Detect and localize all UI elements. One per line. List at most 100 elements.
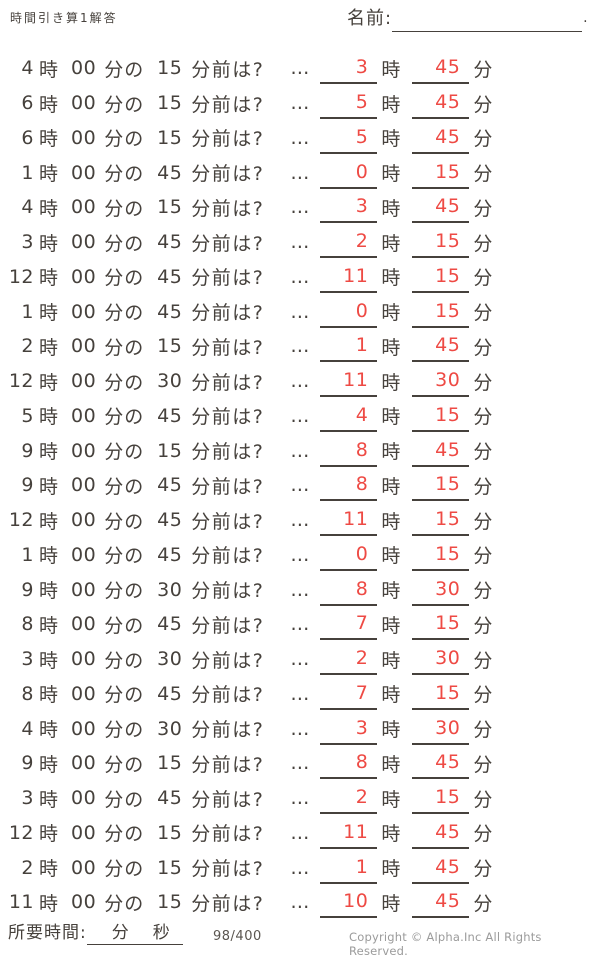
minute-unit-label: 分 xyxy=(473,93,493,116)
answer-hour-blank[interactable]: 8 xyxy=(320,574,378,606)
problem-row: 6 時 00 分の 15 分前は? … 5 時 45 分 xyxy=(0,121,600,156)
answer-minute-blank[interactable]: 15 xyxy=(412,296,470,328)
answer-hour-blank[interactable]: 11 xyxy=(320,261,378,293)
minute-unit-label: 分 xyxy=(473,232,493,255)
answer-hour-blank[interactable]: 11 xyxy=(320,504,378,537)
minute-unit-label: 分 xyxy=(111,923,129,943)
answer-hour-blank[interactable]: 8 xyxy=(320,747,378,780)
answer-hour-blank[interactable]: 0 xyxy=(320,539,378,571)
problem-row: 4 時 00 分の 15 分前は? … 3 時 45 分 xyxy=(0,51,600,86)
hour-unit-label: 時 xyxy=(381,788,401,811)
minute-of-label: 分の xyxy=(104,197,145,220)
question-hour: 2 xyxy=(21,335,34,358)
subtrahend-minutes: 15 xyxy=(157,57,183,80)
answer-hour-blank[interactable]: 2 xyxy=(320,226,378,259)
answer-minute-blank[interactable]: 45 xyxy=(412,435,470,467)
ellipsis: … xyxy=(290,717,311,740)
minute-of-label: 分の xyxy=(104,406,145,429)
question-minutes: 00 xyxy=(71,161,97,184)
answer-minute-blank[interactable]: 45 xyxy=(412,52,470,85)
answer-minute-blank[interactable]: 45 xyxy=(412,747,470,780)
answer-minute-blank[interactable]: 30 xyxy=(412,713,470,745)
minute-unit-label: 分 xyxy=(473,580,493,603)
answer-hour-blank[interactable]: 5 xyxy=(320,87,378,120)
answer-minute-blank[interactable]: 15 xyxy=(412,678,470,710)
ellipsis: … xyxy=(290,509,311,532)
ellipsis: … xyxy=(290,752,311,775)
ellipsis: … xyxy=(290,161,311,184)
answer-hour-blank[interactable]: 2 xyxy=(320,643,378,676)
answer-minute-blank[interactable]: 15 xyxy=(412,782,470,815)
problem-row: 1 時 00 分の 45 分前は? … 0 時 15 分 xyxy=(0,538,600,573)
hour-unit-label: 時 xyxy=(39,684,59,707)
problem-row: 9 時 00 分の 30 分前は? … 8 時 30 分 xyxy=(0,572,600,607)
answer-hour-blank[interactable]: 7 xyxy=(320,678,378,710)
question-minutes: 00 xyxy=(71,231,97,254)
answer-hour-blank[interactable]: 3 xyxy=(320,52,378,85)
answer-minute-blank[interactable]: 15 xyxy=(412,400,470,432)
answer-minute-blank[interactable]: 30 xyxy=(412,643,470,676)
answer-hour-blank[interactable]: 8 xyxy=(320,469,378,502)
question-hour: 4 xyxy=(21,57,34,80)
answer-minute-blank[interactable]: 15 xyxy=(412,469,470,502)
hour-unit-label: 時 xyxy=(39,649,59,672)
answer-hour-blank[interactable]: 5 xyxy=(320,122,378,154)
minutes-before-question-label: 分前は? xyxy=(191,267,265,290)
hour-unit-label: 時 xyxy=(39,336,59,359)
answer-minute-blank[interactable]: 30 xyxy=(412,574,470,606)
elapsed-time-input-line[interactable]: 分秒 xyxy=(86,921,183,945)
question-hour: 1 xyxy=(21,161,34,184)
subtrahend-minutes: 15 xyxy=(157,196,183,219)
hour-unit-label: 時 xyxy=(381,649,401,672)
hour-unit-label: 時 xyxy=(39,197,59,220)
minute-unit-label: 分 xyxy=(473,892,493,915)
hour-unit-label: 時 xyxy=(39,823,59,846)
answer-hour-blank[interactable]: 3 xyxy=(320,713,378,745)
answer-minute-blank[interactable]: 45 xyxy=(412,191,470,224)
subtrahend-minutes: 15 xyxy=(157,335,183,358)
answer-hour-blank[interactable]: 4 xyxy=(320,400,378,432)
answer-hour-blank[interactable]: 0 xyxy=(320,157,378,189)
hour-unit-label: 時 xyxy=(39,267,59,290)
answer-hour-blank[interactable]: 3 xyxy=(320,191,378,224)
answer-hour-blank[interactable]: 11 xyxy=(320,365,378,398)
answer-minute-blank[interactable]: 45 xyxy=(412,817,470,849)
answer-minute-blank[interactable]: 15 xyxy=(412,608,470,641)
question-minutes: 00 xyxy=(71,821,97,844)
answer-minute-blank[interactable]: 15 xyxy=(412,226,470,259)
problem-row: 1 時 00 分の 45 分前は? … 0 時 15 分 xyxy=(0,294,600,329)
subtrahend-minutes: 15 xyxy=(157,92,183,115)
hour-unit-label: 時 xyxy=(39,580,59,603)
answer-minute-blank[interactable]: 15 xyxy=(412,157,470,189)
answer-minute-blank[interactable]: 45 xyxy=(412,852,470,884)
answer-hour-blank[interactable]: 8 xyxy=(320,435,378,467)
hour-unit-label: 時 xyxy=(39,788,59,811)
hour-unit-label: 時 xyxy=(381,823,401,846)
answer-minute-blank[interactable]: 15 xyxy=(412,261,470,293)
answer-hour-blank[interactable]: 10 xyxy=(320,886,378,919)
answer-minute-blank[interactable]: 45 xyxy=(412,886,470,919)
answer-minute-blank[interactable]: 45 xyxy=(412,122,470,154)
answer-minute-blank[interactable]: 15 xyxy=(412,539,470,571)
answer-minute-blank[interactable]: 45 xyxy=(412,330,470,363)
answer-hour-blank[interactable]: 1 xyxy=(320,852,378,884)
answer-minute-blank[interactable]: 15 xyxy=(412,504,470,537)
minute-unit-label: 分 xyxy=(473,858,493,881)
minute-unit-label: 分 xyxy=(473,163,493,186)
answer-hour-blank[interactable]: 0 xyxy=(320,296,378,328)
minute-of-label: 分の xyxy=(104,128,145,151)
problem-row: 3 時 00 分の 45 分前は? … 2 時 15 分 xyxy=(0,225,600,260)
problem-row: 3 時 00 分の 30 分前は? … 2 時 30 分 xyxy=(0,642,600,677)
answer-hour-blank[interactable]: 1 xyxy=(320,330,378,363)
name-input-line[interactable] xyxy=(392,7,583,32)
hour-unit-label: 時 xyxy=(381,371,401,394)
answer-minute-blank[interactable]: 45 xyxy=(412,87,470,120)
answer-hour-blank[interactable]: 11 xyxy=(320,817,378,849)
answer-hour-blank[interactable]: 2 xyxy=(320,782,378,815)
minutes-before-question-label: 分前は? xyxy=(191,302,265,325)
question-hour: 2 xyxy=(21,856,34,879)
answer-minute-blank[interactable]: 30 xyxy=(412,365,470,398)
ellipsis: … xyxy=(290,474,311,497)
answer-hour-blank[interactable]: 7 xyxy=(320,608,378,641)
minutes-before-question-label: 分前は? xyxy=(191,823,265,846)
